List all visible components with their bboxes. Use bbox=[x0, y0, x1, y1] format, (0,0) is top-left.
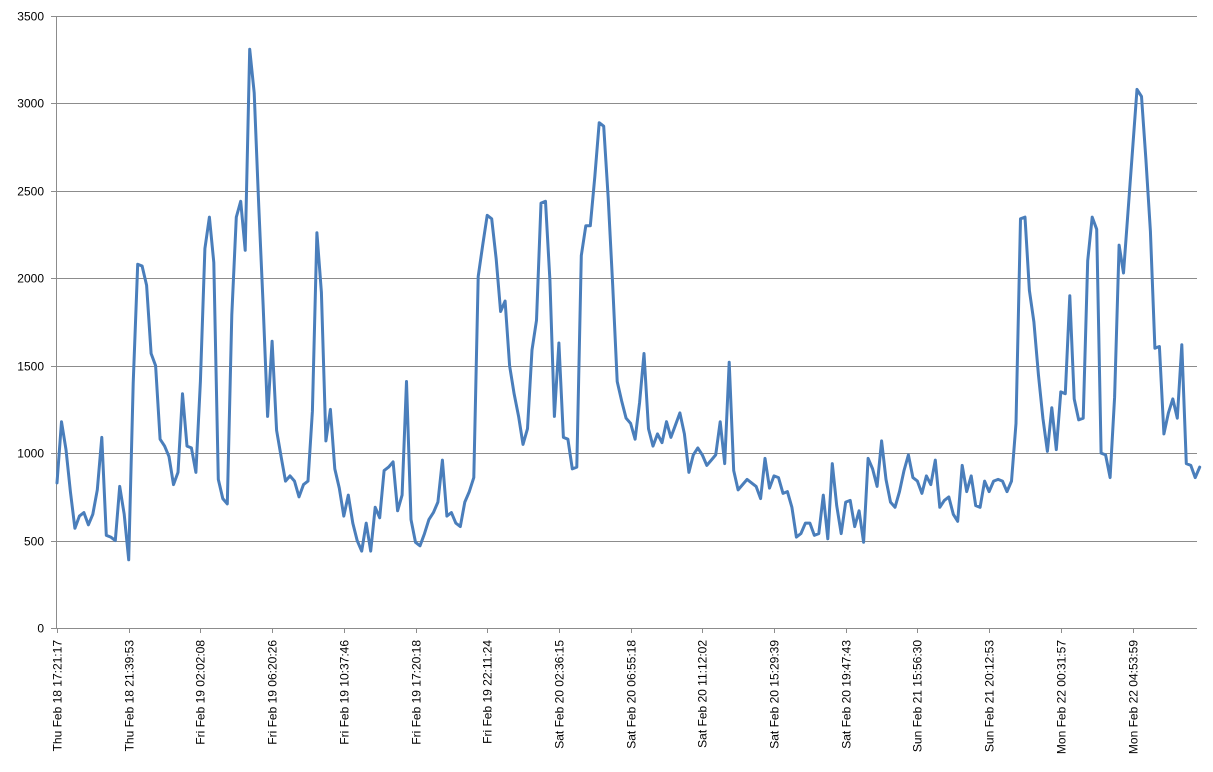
x-axis: Thu Feb 18 17:21:17 Thu Feb 18 21:39:53 Fr… bbox=[51, 628, 1197, 754]
x-tick-label: Fri Feb 19 10:37:46 bbox=[338, 640, 352, 745]
x-tick-label: Sat Feb 20 15:29:39 bbox=[768, 640, 782, 749]
series-layer bbox=[55, 47, 1202, 562]
y-tick-label: 500 bbox=[24, 535, 44, 549]
x-tick-label: Fri Feb 19 02:02:08 bbox=[194, 640, 208, 745]
x-tick-label: Fri Feb 19 22:11:24 bbox=[481, 640, 495, 744]
x-tick-label: Mon Feb 22 04:53:59 bbox=[1127, 640, 1141, 754]
x-tick-label: Sun Feb 21 15:56:30 bbox=[911, 640, 925, 752]
y-tick-label: 0 bbox=[37, 622, 44, 636]
x-tick-label: Fri Feb 19 17:20:18 bbox=[410, 640, 424, 745]
series-line bbox=[55, 47, 1202, 562]
y-tick-label: 3500 bbox=[17, 10, 44, 24]
x-tick-label: Sat Feb 20 06:55:18 bbox=[625, 640, 639, 749]
x-tick-label: Mon Feb 22 00:31:57 bbox=[1055, 640, 1069, 754]
x-tick-label: Fri Feb 19 06:20:26 bbox=[266, 640, 280, 745]
y-tick-label: 3000 bbox=[17, 97, 44, 111]
y-tick-label: 2500 bbox=[17, 185, 44, 199]
x-tick-label: Sat Feb 20 19:47:43 bbox=[840, 640, 854, 749]
x-tick-label: Sun Feb 21 20:12:53 bbox=[983, 640, 997, 752]
x-tick-label: Thu Feb 18 17:21:17 bbox=[51, 640, 65, 752]
x-tick-label: Sat Feb 20 02:36:15 bbox=[553, 640, 567, 749]
y-tick-label: 2000 bbox=[17, 272, 44, 286]
x-tick-label: Thu Feb 18 21:39:53 bbox=[123, 640, 137, 752]
y-axis: 0 500 1000 1500 2000 2500 3000 3500 bbox=[17, 10, 57, 636]
x-tick-label: Sat Feb 20 11:12:02 bbox=[696, 640, 710, 748]
y-tick-label: 1000 bbox=[17, 447, 44, 461]
gridlines bbox=[51, 16, 1197, 629]
y-tick-label: 1500 bbox=[17, 360, 44, 374]
